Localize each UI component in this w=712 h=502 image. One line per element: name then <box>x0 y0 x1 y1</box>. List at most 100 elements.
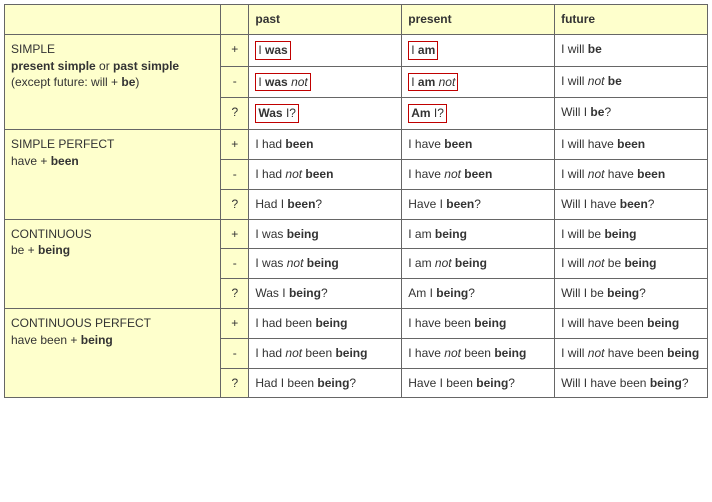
text: not <box>588 74 608 88</box>
text: I had been <box>255 316 315 330</box>
cell: I was being <box>249 219 402 249</box>
text: I had <box>255 137 285 151</box>
text: I have <box>408 167 444 181</box>
text: not <box>285 346 305 360</box>
sign-plus: + <box>221 130 249 160</box>
sign-q: ? <box>221 189 249 219</box>
sign-minus: - <box>221 249 249 279</box>
text: been <box>305 346 335 360</box>
highlight-box: I am <box>408 41 438 60</box>
sign-plus: + <box>221 34 249 66</box>
cell: Have I been? <box>402 189 555 219</box>
text: not <box>287 256 307 270</box>
text: being <box>647 316 679 330</box>
text: Was <box>258 106 286 120</box>
text: I will <box>561 167 588 181</box>
text: being <box>436 286 468 300</box>
header-blank-2 <box>221 5 249 35</box>
text: being <box>494 346 526 360</box>
text: being <box>650 376 682 390</box>
cell: I have not been <box>402 159 555 189</box>
tense-perfect: SIMPLE PERFECT have + been <box>5 130 221 219</box>
sign-q: ? <box>221 279 249 309</box>
cell: I am not being <box>402 249 555 279</box>
text: been <box>305 167 333 181</box>
text: ? <box>648 197 655 211</box>
text: been <box>637 167 665 181</box>
text: being <box>624 256 656 270</box>
text: am <box>418 75 439 89</box>
text: ? <box>604 105 611 119</box>
tense-continuous-perfect: CONTINUOUS PERFECT have been + being <box>5 308 221 397</box>
header-past: past <box>249 5 402 35</box>
text: being <box>667 346 699 360</box>
text: have <box>608 167 637 181</box>
text: being <box>455 256 487 270</box>
text: been <box>617 137 645 151</box>
text: ? <box>321 286 328 300</box>
sign-minus: - <box>221 159 249 189</box>
text: not <box>444 346 464 360</box>
text: been <box>285 137 313 151</box>
text: have been <box>608 346 667 360</box>
text: not <box>285 167 305 181</box>
tense-note: (except future: will + <box>11 75 121 89</box>
text: being <box>607 286 639 300</box>
tense-title: CONTINUOUS <box>11 227 92 241</box>
text: I will <box>561 74 588 88</box>
tense-sub: be + <box>11 243 38 257</box>
tense-sub: been <box>51 154 79 168</box>
text: been <box>446 197 474 211</box>
header-future: future <box>555 5 708 35</box>
text: Had I <box>255 197 287 211</box>
text: been <box>620 197 648 211</box>
cell: I am being <box>402 219 555 249</box>
tense-sub: being <box>38 243 70 257</box>
header-blank-1 <box>5 5 221 35</box>
text: be <box>588 42 602 56</box>
cell: I was not <box>249 66 402 98</box>
text: be <box>608 74 622 88</box>
text: not <box>439 75 456 89</box>
text: Will I have been <box>561 376 650 390</box>
text: ? <box>474 197 481 211</box>
cell: I had been being <box>249 308 402 338</box>
cell: I had not been <box>249 159 402 189</box>
sign-q: ? <box>221 368 249 398</box>
verb-tense-table: past present future SIMPLE present simpl… <box>4 4 708 398</box>
highlight-box: I was not <box>255 73 310 92</box>
text: Was I <box>255 286 289 300</box>
text: been <box>464 167 492 181</box>
table-row: SIMPLE present simple or past simple (ex… <box>5 34 708 66</box>
text: being <box>474 316 506 330</box>
text: I will be <box>561 227 604 241</box>
text: be <box>590 105 604 119</box>
text: I will <box>561 346 588 360</box>
text: I <box>411 75 418 89</box>
tense-continuous: CONTINUOUS be + being <box>5 219 221 308</box>
text: being <box>289 286 321 300</box>
text: been <box>444 137 472 151</box>
text: I had <box>255 346 285 360</box>
text: I will <box>561 256 588 270</box>
cell: Will I have been? <box>555 189 708 219</box>
cell: Have I been being? <box>402 368 555 398</box>
text: being <box>317 376 349 390</box>
text: being <box>287 227 319 241</box>
text: being <box>315 316 347 330</box>
sign-plus: + <box>221 308 249 338</box>
cell: Am I? <box>402 98 555 130</box>
table-row: SIMPLE PERFECT have + been + I had been … <box>5 130 708 160</box>
cell: I am not <box>402 66 555 98</box>
tense-title: SIMPLE <box>11 42 55 56</box>
cell: I will be <box>555 34 708 66</box>
text: being <box>307 256 339 270</box>
highlight-box: I am not <box>408 73 458 92</box>
header-present: present <box>402 5 555 35</box>
text: I was <box>255 256 286 270</box>
text: I have <box>408 137 444 151</box>
highlight-box: Was I? <box>255 104 299 123</box>
text: be <box>608 256 625 270</box>
text: being <box>476 376 508 390</box>
tense-title: CONTINUOUS PERFECT <box>11 316 151 330</box>
